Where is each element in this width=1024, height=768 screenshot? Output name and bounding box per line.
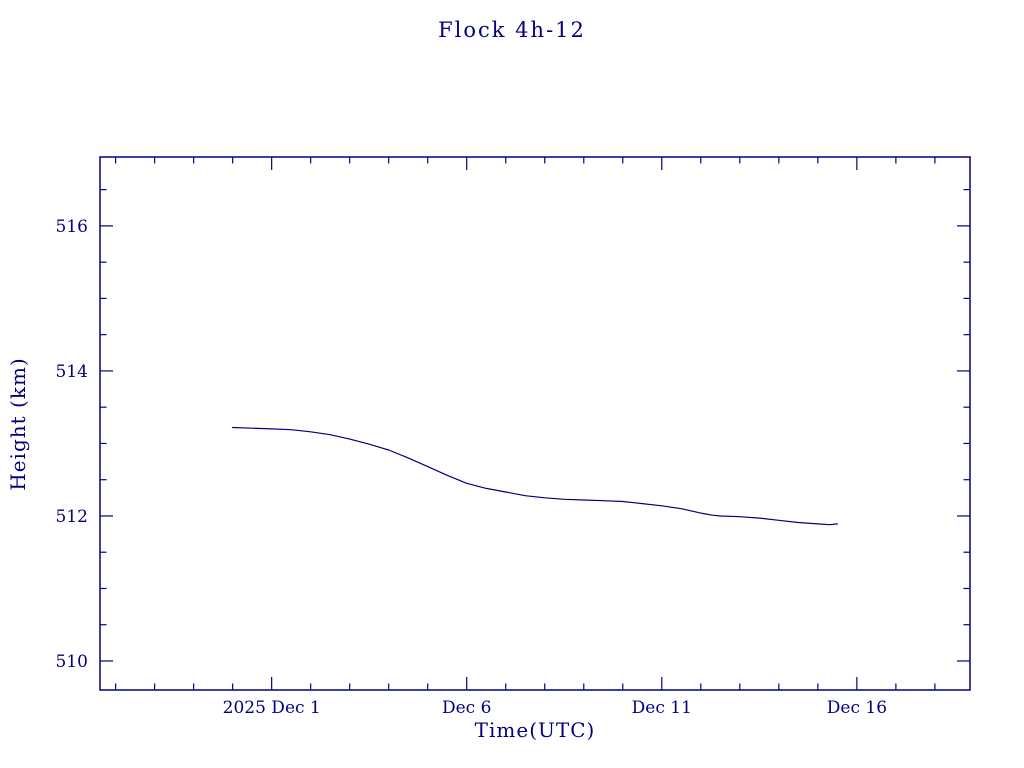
chart-title: Flock 4h-12 (438, 18, 586, 42)
x-tick-label: Dec 6 (442, 698, 491, 718)
y-tick-label: 516 (56, 217, 88, 237)
tick-labels: 2025 Dec 1 Dec 6 Dec 11 Dec 16 510 512 514 516 (56, 217, 887, 718)
x-axis-label: Time(UTC) (474, 718, 596, 742)
y-ticks (100, 189, 970, 662)
plot-box (99, 156, 971, 691)
y-tick-label: 512 (56, 507, 88, 527)
y-tick-label: 510 (56, 652, 88, 672)
x-tick-label: Dec 16 (827, 698, 887, 718)
x-tick-label: Dec 11 (632, 698, 692, 718)
y-tick-label: 514 (56, 362, 88, 382)
data-line (232, 426, 839, 526)
x-tick-label: 2025 Dec 1 (223, 698, 321, 718)
x-ticks (115, 157, 936, 690)
